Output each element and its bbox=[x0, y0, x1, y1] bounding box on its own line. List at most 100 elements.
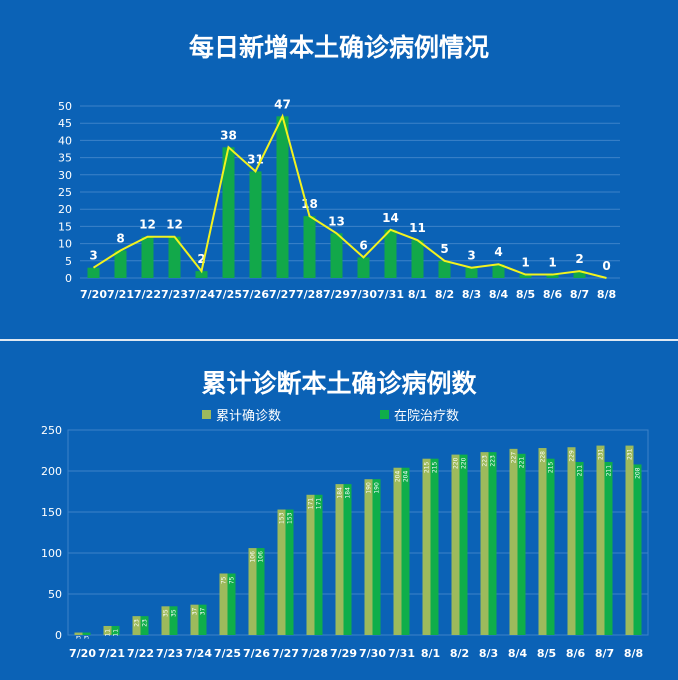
data-label: 75 bbox=[229, 576, 236, 584]
bar-cumulative bbox=[219, 573, 228, 635]
y-tick-label: 45 bbox=[58, 117, 72, 130]
data-label: 4 bbox=[494, 245, 502, 259]
bar bbox=[195, 271, 208, 278]
data-label: 11 bbox=[105, 629, 112, 637]
bar-hospital bbox=[198, 604, 207, 635]
data-label: 11 bbox=[409, 221, 426, 235]
bar-cumulative bbox=[161, 606, 170, 635]
x-tick-label: 7/25 bbox=[215, 288, 242, 301]
series-line bbox=[92, 113, 607, 279]
data-label: 12 bbox=[139, 218, 156, 232]
data-label: 229 bbox=[569, 450, 576, 462]
bar-cumulative bbox=[509, 448, 518, 635]
data-label: 220 bbox=[461, 457, 468, 469]
bar-cumulative bbox=[364, 479, 373, 635]
x-tick-label: 8/4 bbox=[508, 647, 528, 660]
x-tick-label: 7/28 bbox=[296, 288, 323, 301]
bar bbox=[384, 229, 397, 278]
daily-chart: 0510152025303540455037/2087/21127/22127/… bbox=[58, 97, 620, 301]
data-label: 190 bbox=[366, 482, 373, 494]
legend-swatch bbox=[380, 410, 389, 419]
y-tick-label: 200 bbox=[41, 465, 62, 478]
x-tick-label: 7/20 bbox=[80, 288, 107, 301]
y-tick-label: 5 bbox=[65, 255, 72, 268]
legend-label: 在院治疗数 bbox=[394, 409, 460, 424]
legend-hospital: 在院治疗数 bbox=[380, 405, 459, 424]
data-label: 47 bbox=[274, 97, 291, 111]
chart2-title: 累计诊断本土确诊病例数 bbox=[201, 369, 477, 398]
bar-hospital bbox=[575, 461, 584, 635]
data-label: 223 bbox=[490, 455, 497, 467]
bar bbox=[168, 236, 181, 278]
x-tick-label: 7/30 bbox=[359, 647, 386, 660]
bar-hospital bbox=[604, 461, 613, 635]
data-label: 2 bbox=[575, 252, 583, 266]
data-label: 215 bbox=[548, 462, 555, 474]
x-tick-label: 8/3 bbox=[462, 288, 481, 301]
bar-hospital bbox=[372, 479, 381, 635]
x-tick-label: 7/29 bbox=[330, 647, 357, 660]
data-label: 3 bbox=[467, 249, 475, 263]
bar bbox=[303, 216, 316, 278]
x-tick-label: 7/30 bbox=[350, 288, 377, 301]
x-tick-label: 8/3 bbox=[479, 647, 498, 660]
x-tick-label: 7/27 bbox=[272, 647, 299, 660]
plot-border bbox=[67, 429, 649, 636]
legend-cumulative: 累计确诊数 bbox=[202, 405, 281, 424]
x-tick-label: 8/7 bbox=[595, 647, 614, 660]
data-label: 37 bbox=[192, 607, 199, 615]
bar-hospital bbox=[169, 606, 178, 635]
bar-hospital bbox=[546, 458, 555, 635]
bar-hospital bbox=[459, 454, 468, 635]
bar-cumulative bbox=[567, 447, 576, 635]
x-tick-label: 7/25 bbox=[214, 647, 241, 660]
x-tick-label: 7/24 bbox=[185, 647, 212, 660]
x-tick-label: 7/28 bbox=[301, 647, 328, 660]
y-tick-label: 30 bbox=[58, 169, 72, 182]
y-tick-label: 50 bbox=[58, 100, 72, 113]
bar bbox=[357, 257, 370, 278]
data-label: 37 bbox=[200, 607, 207, 615]
data-label: 220 bbox=[453, 457, 460, 469]
data-label: 2 bbox=[197, 252, 205, 266]
bar-cumulative bbox=[132, 616, 141, 635]
bar-cumulative bbox=[451, 454, 460, 635]
y-tick-label: 0 bbox=[55, 629, 62, 642]
data-label: 227 bbox=[511, 452, 518, 464]
y-tick-label: 100 bbox=[41, 547, 62, 560]
data-label: 75 bbox=[221, 576, 228, 584]
bar-cumulative bbox=[596, 445, 605, 635]
bar-hospital bbox=[343, 484, 352, 635]
bar-hospital bbox=[488, 452, 497, 635]
data-label: 231 bbox=[627, 448, 634, 460]
bar bbox=[438, 260, 451, 278]
data-label: 184 bbox=[345, 487, 352, 499]
x-tick-label: 7/27 bbox=[269, 288, 296, 301]
x-tick-label: 7/31 bbox=[388, 647, 415, 660]
x-tick-label: 8/8 bbox=[624, 647, 643, 660]
data-label: 223 bbox=[482, 455, 489, 467]
data-label: 38 bbox=[220, 128, 237, 142]
x-tick-label: 8/6 bbox=[566, 647, 586, 660]
bar bbox=[492, 264, 505, 278]
bar bbox=[465, 267, 478, 278]
chart1-title: 每日新增本土确诊病例情况 bbox=[188, 33, 489, 62]
x-tick-label: 7/24 bbox=[188, 288, 215, 301]
data-label: 215 bbox=[424, 462, 431, 474]
data-label: 3 bbox=[76, 635, 83, 639]
x-tick-label: 8/5 bbox=[537, 647, 556, 660]
data-label: 231 bbox=[598, 448, 605, 460]
data-label: 221 bbox=[519, 457, 526, 469]
x-tick-label: 8/5 bbox=[516, 288, 535, 301]
data-label: 11 bbox=[113, 629, 120, 637]
bar bbox=[411, 240, 424, 278]
bar bbox=[222, 147, 235, 278]
data-label: 204 bbox=[403, 471, 410, 483]
data-label: 153 bbox=[287, 512, 294, 524]
bar-hospital bbox=[314, 494, 323, 635]
bar bbox=[276, 116, 289, 278]
bar bbox=[249, 171, 262, 278]
data-label: 35 bbox=[171, 609, 178, 617]
x-tick-label: 7/23 bbox=[156, 647, 183, 660]
bar-hospital bbox=[430, 458, 439, 635]
